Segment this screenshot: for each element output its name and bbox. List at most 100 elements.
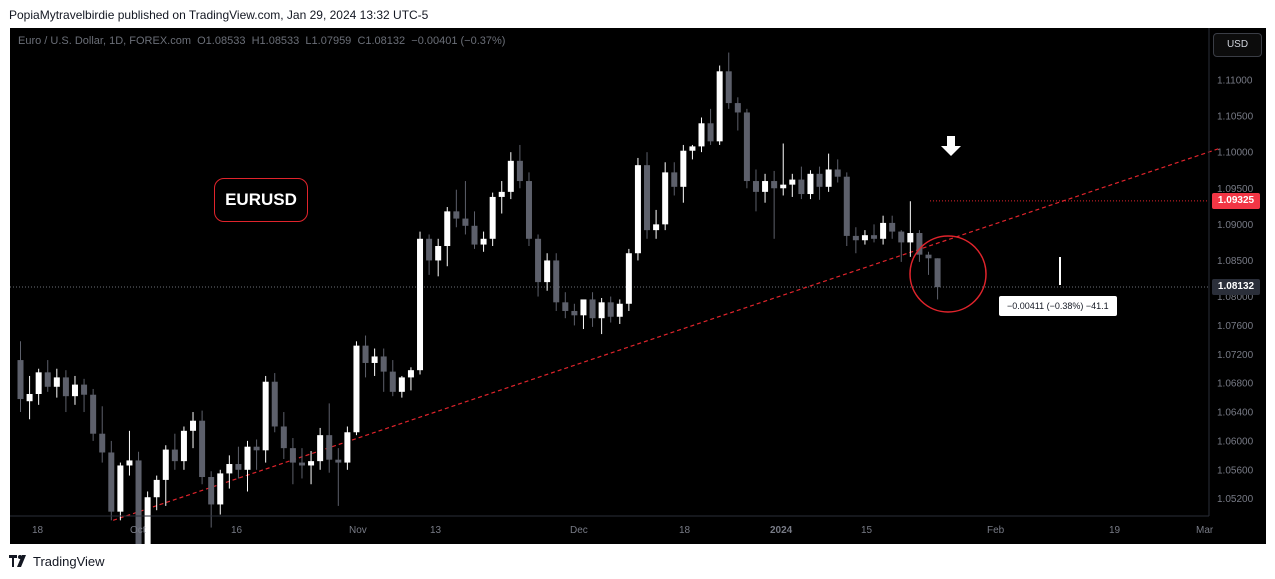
candle-body	[462, 218, 469, 226]
candle-body	[544, 260, 551, 283]
highlight-circle	[909, 235, 987, 313]
candle-body	[153, 479, 160, 498]
price-tick-label: 1.09000	[1217, 220, 1254, 231]
candle-body	[289, 448, 296, 463]
price-tick-label: 1.05600	[1217, 465, 1254, 476]
price-tick-label: 1.07200	[1217, 350, 1254, 361]
symbol-legend: Euro / U.S. Dollar, 1D, FOREX.com O1.085…	[18, 35, 505, 47]
candle-body	[35, 372, 42, 394]
price-tick-label: 1.06000	[1217, 436, 1254, 447]
candle-body	[507, 160, 514, 192]
candle-body	[898, 231, 905, 243]
tradingview-logo-icon	[9, 555, 26, 567]
candle-body	[562, 302, 569, 311]
candle-body	[616, 303, 623, 317]
candle-body	[398, 377, 405, 392]
candle-body	[916, 233, 923, 255]
publisher-info: PopiaMytravelbirdie published on Trading…	[9, 8, 429, 22]
candle-body	[825, 169, 832, 187]
trendline	[112, 147, 1220, 521]
candle-body	[871, 235, 878, 239]
candle-body	[589, 299, 596, 319]
chart-area[interactable]: 1.05200 1.05600 1.06000 1.06400 1.06800 1.072…	[10, 28, 1266, 544]
price-tick-label: 1.10500	[1217, 112, 1254, 123]
candle-body	[489, 196, 496, 239]
candle-body	[308, 461, 315, 466]
candle-body	[934, 258, 941, 288]
legend-change: −0.00401 (−0.37%)	[411, 35, 506, 47]
price-tick-label: 1.10000	[1217, 148, 1254, 159]
time-tick-label: 19	[1109, 525, 1121, 536]
candle-body	[171, 449, 178, 462]
candle-body	[789, 179, 796, 185]
level-price-tag: 1.09325	[1212, 192, 1260, 209]
candle-body	[607, 302, 614, 317]
time-tick-label: 15	[861, 525, 873, 536]
candle-body	[771, 181, 778, 189]
candle-body	[598, 302, 605, 319]
candle-body	[653, 224, 660, 231]
candle-body	[707, 123, 714, 142]
eurusd-annotation[interactable]: EURUSD	[214, 178, 308, 222]
candle-body	[889, 222, 896, 232]
candlestick-chart[interactable]: 1.05200 1.05600 1.06000 1.06400 1.06800 1.072…	[10, 28, 1266, 544]
legend-open: O1.08533	[197, 35, 246, 47]
candle-body	[680, 150, 687, 187]
candle-body	[689, 146, 696, 151]
candle-body	[199, 420, 206, 478]
candle-body	[426, 238, 433, 261]
down-arrow-icon	[941, 136, 961, 156]
measure-tooltip: −0.00411 (−0.38%) −41.1	[999, 296, 1117, 316]
candle-body	[471, 225, 478, 245]
candle-body	[298, 462, 305, 466]
candle-body	[861, 235, 868, 241]
time-tick-label: Feb	[987, 525, 1005, 536]
time-tick-label: 13	[430, 525, 442, 536]
candle-body	[253, 446, 260, 451]
price-tick-label: 1.06800	[1217, 379, 1254, 390]
candle-body	[326, 435, 333, 460]
time-tick-label: Dec	[570, 525, 588, 536]
currency-button[interactable]: USD	[1213, 33, 1262, 57]
candle-body	[516, 160, 523, 182]
candle-body	[762, 181, 769, 192]
candle-body	[317, 435, 324, 462]
candle-body	[144, 497, 151, 544]
candle-body	[126, 460, 133, 466]
candle-body	[226, 464, 233, 474]
candle-body	[752, 181, 759, 192]
candle-body	[117, 465, 124, 512]
candle-body	[162, 449, 169, 480]
candle-body	[380, 356, 387, 372]
time-tick-label: Nov	[349, 525, 367, 536]
price-tick-label: 1.05200	[1217, 494, 1254, 505]
candle-body	[208, 477, 215, 505]
candle-body	[907, 233, 914, 243]
candle-body	[444, 211, 451, 247]
time-tick-label: 16	[231, 525, 243, 536]
legend-symbol: Euro / U.S. Dollar, 1D, FOREX.com	[18, 35, 191, 47]
candle-body	[662, 172, 669, 225]
last-price-tag: 1.08132	[1212, 279, 1260, 295]
time-tick-label: 18	[679, 525, 691, 536]
candle-body	[734, 103, 741, 113]
candle-body	[81, 384, 88, 395]
time-tick-label: 2024	[770, 525, 793, 536]
candle-body	[852, 235, 859, 241]
candle-body	[389, 371, 396, 392]
candle-body	[235, 464, 242, 470]
footer	[0, 544, 1275, 579]
candle-body	[535, 238, 542, 283]
candle-body	[880, 222, 887, 239]
candle-body	[17, 360, 24, 400]
price-tick-label: 1.08000	[1217, 292, 1254, 303]
candle-body	[525, 181, 532, 239]
price-tick-label: 1.07600	[1217, 321, 1254, 332]
candle-body	[71, 384, 78, 397]
candle-body	[262, 381, 269, 451]
candle-body	[553, 260, 560, 303]
candle-body	[671, 172, 678, 187]
time-tick-label: 18	[32, 525, 44, 536]
candle-body	[435, 246, 442, 261]
legend-close: C1.08132	[357, 35, 406, 47]
